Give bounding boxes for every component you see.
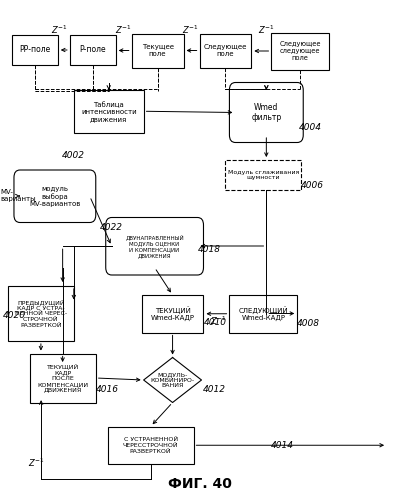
Polygon shape	[144, 358, 201, 403]
Text: 4012: 4012	[203, 384, 226, 394]
Text: СЛЕДУЮЩИЙ
Wmed-КАДР: СЛЕДУЮЩИЙ Wmed-КАДР	[239, 306, 288, 321]
Text: Wmed
фильтр: Wmed фильтр	[251, 103, 281, 122]
Text: Модуль сглаживания
шумности: Модуль сглаживания шумности	[228, 170, 299, 180]
Text: $Z^{-1}$: $Z^{-1}$	[210, 315, 227, 327]
Text: ТЕКУЩИЙ
Wmed-КАДР: ТЕКУЩИЙ Wmed-КАДР	[150, 306, 195, 321]
Text: Р-поле: Р-поле	[79, 46, 106, 54]
Text: 4010: 4010	[203, 318, 227, 327]
FancyBboxPatch shape	[8, 286, 74, 341]
FancyBboxPatch shape	[74, 90, 144, 132]
FancyBboxPatch shape	[70, 35, 116, 65]
FancyBboxPatch shape	[229, 82, 303, 142]
Text: Следующее
следующее
поле: Следующее следующее поле	[279, 42, 321, 61]
Text: 4022: 4022	[100, 223, 123, 232]
FancyBboxPatch shape	[12, 35, 58, 65]
Text: ПРЕДЫДУЩИЙ
КАДР С УСТРА-
НЕННОЙ ЧЕРЕС-
СТРОЧНОЙ
РАЗВЕРТКОЙ: ПРЕДЫДУЩИЙ КАДР С УСТРА- НЕННОЙ ЧЕРЕС- С…	[15, 299, 67, 328]
Text: РР-поле: РР-поле	[19, 46, 51, 54]
Text: MV-
варианты: MV- варианты	[0, 190, 36, 202]
Text: 4020: 4020	[3, 312, 26, 320]
Text: 4008: 4008	[297, 320, 320, 328]
Text: 4018: 4018	[198, 246, 221, 254]
Text: $Z^{-1}$: $Z^{-1}$	[258, 24, 275, 36]
Text: Текущее
поле: Текущее поле	[142, 44, 174, 57]
FancyBboxPatch shape	[30, 354, 96, 403]
Text: 4002: 4002	[62, 150, 85, 160]
FancyBboxPatch shape	[271, 32, 329, 70]
FancyBboxPatch shape	[229, 295, 297, 333]
Text: Следующее
поле: Следующее поле	[204, 44, 247, 57]
FancyBboxPatch shape	[106, 218, 203, 275]
Text: МОДУЛЬ-
КОМБИНИРО-
ВАНИЯ: МОДУЛЬ- КОМБИНИРО- ВАНИЯ	[150, 372, 195, 388]
FancyBboxPatch shape	[14, 170, 96, 222]
Text: ФИГ. 40: ФИГ. 40	[168, 477, 231, 491]
Text: ТЕКУЩИЙ
КАДР
ПОСЛЕ
КОМПЕНСАЦИИ
ДВИЖЕНИЯ: ТЕКУЩИЙ КАДР ПОСЛЕ КОМПЕНСАЦИИ ДВИЖЕНИЯ	[37, 364, 89, 392]
FancyBboxPatch shape	[142, 295, 203, 333]
Text: $Z^{-1}$: $Z^{-1}$	[51, 24, 67, 36]
Text: 4016: 4016	[96, 384, 119, 394]
FancyBboxPatch shape	[200, 34, 251, 68]
Text: модуль
выбора
MV-вариантов: модуль выбора MV-вариантов	[29, 186, 81, 206]
Text: 4014: 4014	[271, 440, 294, 450]
Text: ДВУНАПРАВЛЕННЫЙ
МОДУЛЬ ОЦЕНКИ
И КОМПЕНСАЦИИ
ДВИЖЕНИЯ: ДВУНАПРАВЛЕННЫЙ МОДУЛЬ ОЦЕНКИ И КОМПЕНСА…	[125, 234, 184, 258]
Text: Таблица
интенсивности
движения: Таблица интенсивности движения	[81, 101, 136, 121]
FancyBboxPatch shape	[225, 160, 301, 190]
Text: $Z^{-1}$: $Z^{-1}$	[115, 24, 131, 36]
Text: $Z^{-1}$: $Z^{-1}$	[182, 24, 199, 36]
Text: С УСТРАНЕННОЙ
ЧЕРЕССТРОЧНОЙ
РАЗВЕРТКОЙ: С УСТРАНЕННОЙ ЧЕРЕССТРОЧНОЙ РАЗВЕРТКОЙ	[123, 437, 178, 454]
FancyBboxPatch shape	[108, 426, 194, 464]
FancyBboxPatch shape	[132, 34, 184, 68]
Text: 4006: 4006	[301, 182, 324, 190]
Text: $Z^{-1}$: $Z^{-1}$	[28, 456, 44, 468]
Text: 4004: 4004	[299, 123, 322, 132]
